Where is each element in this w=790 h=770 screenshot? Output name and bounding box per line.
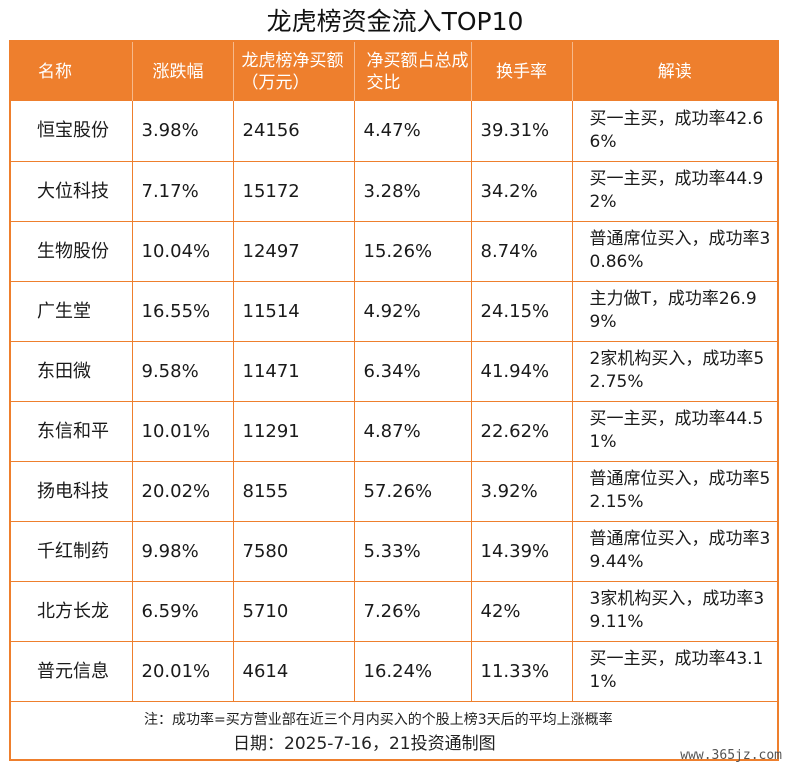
table-row: 东信和平 10.01% 11291 4.87% 22.62% 买一主买，成功率44.51% xyxy=(11,401,777,462)
table-body: 恒宝股份 3.98% 24156 4.47% 39.31% 买一主买，成功率42.66% 大… xyxy=(11,101,777,702)
table-row: 恒宝股份 3.98% 24156 4.47% 39.31% 买一主买，成功率42.66% xyxy=(11,101,777,162)
cell-net-buy-ratio: 7.26% xyxy=(354,581,472,642)
table-row: 东田微 9.58% 11471 6.34% 41.94% 2家机构买入，成功率52.75% xyxy=(11,341,777,402)
footnote: 注：成功率=买方营业部在近三个月内买入的个股上榜3天后的平均上涨概率 xyxy=(144,712,613,728)
table-row: 普元信息 20.01% 4614 16.24% 11.33% 买一主买，成功率43.11% xyxy=(11,641,777,702)
cell-interpretation: 普通席位买入，成功率52.15% xyxy=(572,461,777,522)
table-row: 扬电科技 20.02% 8155 57.26% 3.92% 普通席位买入，成功率52.15… xyxy=(11,461,777,522)
table-header-row: 名称 涨跌幅 龙虎榜净买额（万元） 净买额占总成交比 换手率 解读 xyxy=(11,42,777,101)
table-row: 大位科技 7.17% 15172 3.28% 34.2% 买一主买，成功率44.92% xyxy=(11,161,777,222)
cell-net-buy: 11514 xyxy=(233,281,355,342)
cell-net-buy-ratio: 4.92% xyxy=(354,281,472,342)
data-table-frame: 名称 涨跌幅 龙虎榜净买额（万元） 净买额占总成交比 换手率 解读 恒宝股份 3.… xyxy=(9,40,779,761)
cell-net-buy-ratio: 5.33% xyxy=(354,521,472,582)
cell-net-buy: 4614 xyxy=(233,641,355,702)
cell-turnover: 34.2% xyxy=(471,161,573,222)
cell-interpretation: 买一主买，成功率44.92% xyxy=(572,161,777,222)
cell-net-buy: 15172 xyxy=(233,161,355,222)
cell-net-buy: 24156 xyxy=(233,101,355,162)
cell-name: 东田微 xyxy=(11,341,133,402)
table-row: 北方长龙 6.59% 5710 7.26% 42% 3家机构买入，成功率39.11% xyxy=(11,581,777,642)
cell-change: 9.98% xyxy=(132,521,234,582)
header-turnover: 换手率 xyxy=(471,42,573,101)
cell-net-buy-ratio: 57.26% xyxy=(354,461,472,522)
cell-turnover: 24.15% xyxy=(471,281,573,342)
cell-net-buy: 11471 xyxy=(233,341,355,402)
cell-name: 普元信息 xyxy=(11,641,133,702)
cell-name: 东信和平 xyxy=(11,401,133,462)
cell-change: 20.01% xyxy=(132,641,234,702)
header-name: 名称 xyxy=(11,42,133,101)
cell-net-buy-ratio: 3.28% xyxy=(354,161,472,222)
cell-name: 恒宝股份 xyxy=(11,101,133,162)
watermark-text: www.365jz.com xyxy=(680,748,782,763)
cell-turnover: 14.39% xyxy=(471,521,573,582)
top10-table: 名称 涨跌幅 龙虎榜净买额（万元） 净买额占总成交比 换手率 解读 恒宝股份 3.… xyxy=(11,42,777,702)
cell-name: 扬电科技 xyxy=(11,461,133,522)
cell-net-buy-ratio: 16.24% xyxy=(354,641,472,702)
cell-turnover: 41.94% xyxy=(471,341,573,402)
cell-name: 广生堂 xyxy=(11,281,133,342)
header-net-buy: 龙虎榜净买额（万元） xyxy=(233,42,355,101)
header-net-buy-ratio: 净买额占总成交比 xyxy=(354,42,472,101)
cell-change: 10.01% xyxy=(132,401,234,462)
cell-interpretation: 普通席位买入，成功率39.44% xyxy=(572,521,777,582)
cell-name: 北方长龙 xyxy=(11,581,133,642)
table-row: 生物股份 10.04% 12497 15.26% 8.74% 普通席位买入，成功率30.8… xyxy=(11,221,777,282)
cell-interpretation: 买一主买，成功率44.51% xyxy=(572,401,777,462)
cell-turnover: 39.31% xyxy=(471,101,573,162)
cell-interpretation: 2家机构买入，成功率52.75% xyxy=(572,341,777,402)
cell-interpretation: 买一主买，成功率43.11% xyxy=(572,641,777,702)
cell-change: 7.17% xyxy=(132,161,234,222)
cell-change: 16.55% xyxy=(132,281,234,342)
cell-net-buy: 11291 xyxy=(233,401,355,462)
cell-turnover: 22.62% xyxy=(471,401,573,462)
cell-change: 6.59% xyxy=(132,581,234,642)
table-footer: 注：成功率=买方营业部在近三个月内买入的个股上榜3天后的平均上涨概率 日期：20… xyxy=(11,705,777,761)
cell-turnover: 11.33% xyxy=(471,641,573,702)
cell-interpretation: 主力做T，成功率26.99% xyxy=(572,281,777,342)
cell-turnover: 8.74% xyxy=(471,221,573,282)
cell-change: 9.58% xyxy=(132,341,234,402)
cell-name: 生物股份 xyxy=(11,221,133,282)
header-change: 涨跌幅 xyxy=(132,42,234,101)
cell-net-buy-ratio: 4.47% xyxy=(354,101,472,162)
table-row: 广生堂 16.55% 11514 4.92% 24.15% 主力做T，成功率26.99% xyxy=(11,281,777,342)
table-row: 千红制药 9.98% 7580 5.33% 14.39% 普通席位买入，成功率39.44% xyxy=(11,521,777,582)
cell-net-buy: 5710 xyxy=(233,581,355,642)
page-title: 龙虎榜资金流入TOP10 xyxy=(266,7,524,36)
cell-change: 20.02% xyxy=(132,461,234,522)
cell-turnover: 42% xyxy=(471,581,573,642)
cell-name: 千红制药 xyxy=(11,521,133,582)
cell-change: 10.04% xyxy=(132,221,234,282)
cell-net-buy-ratio: 15.26% xyxy=(354,221,472,282)
cell-turnover: 3.92% xyxy=(471,461,573,522)
date-credit: 日期：2025-7-16，21投资通制图 xyxy=(233,734,496,754)
cell-net-buy-ratio: 4.87% xyxy=(354,401,472,462)
cell-net-buy: 7580 xyxy=(233,521,355,582)
header-interpretation: 解读 xyxy=(572,42,777,101)
cell-interpretation: 普通席位买入，成功率30.86% xyxy=(572,221,777,282)
cell-name: 大位科技 xyxy=(11,161,133,222)
cell-net-buy: 8155 xyxy=(233,461,355,522)
cell-interpretation: 3家机构买入，成功率39.11% xyxy=(572,581,777,642)
cell-interpretation: 买一主买，成功率42.66% xyxy=(572,101,777,162)
cell-change: 3.98% xyxy=(132,101,234,162)
cell-net-buy-ratio: 6.34% xyxy=(354,341,472,402)
cell-net-buy: 12497 xyxy=(233,221,355,282)
